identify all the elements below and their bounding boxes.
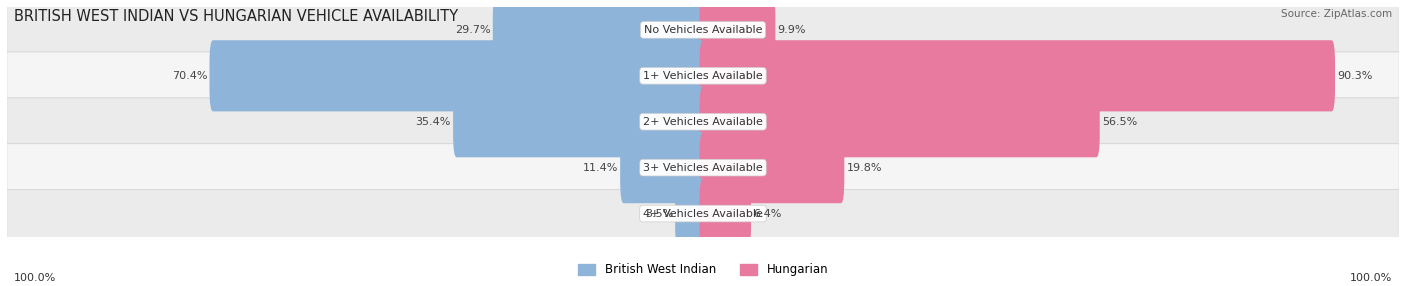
Text: 100.0%: 100.0% (1350, 273, 1392, 283)
Text: 11.4%: 11.4% (582, 163, 619, 173)
Text: 9.9%: 9.9% (778, 25, 806, 35)
FancyBboxPatch shape (7, 6, 1399, 54)
FancyBboxPatch shape (7, 190, 1399, 237)
FancyBboxPatch shape (700, 40, 1336, 111)
FancyBboxPatch shape (209, 40, 706, 111)
FancyBboxPatch shape (700, 86, 1099, 157)
Legend: British West Indian, Hungarian: British West Indian, Hungarian (572, 259, 834, 281)
FancyBboxPatch shape (7, 52, 1399, 100)
Text: 3+ Vehicles Available: 3+ Vehicles Available (643, 163, 763, 173)
Text: 70.4%: 70.4% (172, 71, 208, 81)
Text: 1+ Vehicles Available: 1+ Vehicles Available (643, 71, 763, 81)
Text: 4+ Vehicles Available: 4+ Vehicles Available (643, 208, 763, 219)
Text: 19.8%: 19.8% (846, 163, 882, 173)
Text: 35.4%: 35.4% (416, 117, 451, 127)
Text: 90.3%: 90.3% (1337, 71, 1372, 81)
FancyBboxPatch shape (675, 178, 706, 249)
Text: 100.0%: 100.0% (14, 273, 56, 283)
FancyBboxPatch shape (7, 98, 1399, 146)
FancyBboxPatch shape (700, 0, 775, 65)
Text: No Vehicles Available: No Vehicles Available (644, 25, 762, 35)
Text: 6.4%: 6.4% (754, 208, 782, 219)
FancyBboxPatch shape (453, 86, 706, 157)
FancyBboxPatch shape (700, 178, 751, 249)
FancyBboxPatch shape (492, 0, 706, 65)
Text: 3.5%: 3.5% (645, 208, 673, 219)
Text: BRITISH WEST INDIAN VS HUNGARIAN VEHICLE AVAILABILITY: BRITISH WEST INDIAN VS HUNGARIAN VEHICLE… (14, 9, 458, 23)
FancyBboxPatch shape (620, 132, 706, 203)
Text: 29.7%: 29.7% (456, 25, 491, 35)
FancyBboxPatch shape (700, 132, 844, 203)
Text: 56.5%: 56.5% (1102, 117, 1137, 127)
Text: 2+ Vehicles Available: 2+ Vehicles Available (643, 117, 763, 127)
Text: Source: ZipAtlas.com: Source: ZipAtlas.com (1281, 9, 1392, 19)
FancyBboxPatch shape (7, 144, 1399, 192)
